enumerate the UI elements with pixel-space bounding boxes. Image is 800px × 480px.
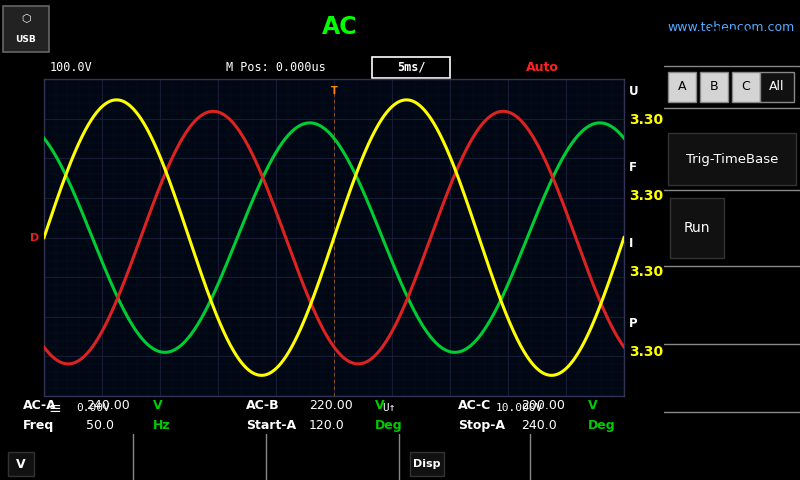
Text: USB: USB xyxy=(16,35,36,44)
FancyBboxPatch shape xyxy=(732,72,760,102)
Text: ⬡: ⬡ xyxy=(21,14,31,24)
Text: V: V xyxy=(153,399,162,412)
FancyBboxPatch shape xyxy=(760,72,794,102)
Text: B: B xyxy=(710,81,718,94)
Text: 240.0: 240.0 xyxy=(522,419,557,432)
FancyBboxPatch shape xyxy=(670,198,724,258)
Text: 10.000V: 10.000V xyxy=(496,403,543,413)
Text: Deg: Deg xyxy=(375,419,402,432)
FancyBboxPatch shape xyxy=(700,72,728,102)
Text: 200.00: 200.00 xyxy=(522,399,565,412)
Text: A: A xyxy=(678,81,686,94)
Text: T: T xyxy=(330,86,338,96)
Text: 5ms/: 5ms/ xyxy=(397,60,426,74)
Text: 100.0V: 100.0V xyxy=(50,60,93,74)
Text: ≡: ≡ xyxy=(48,400,61,416)
Text: F: F xyxy=(629,161,637,174)
Text: 3.30: 3.30 xyxy=(629,113,662,127)
Text: C: C xyxy=(742,81,750,94)
Text: Auto: Auto xyxy=(526,60,559,74)
Text: Disp: Disp xyxy=(414,459,441,469)
Text: M Pos: 0.000us: M Pos: 0.000us xyxy=(226,60,326,74)
Text: I: I xyxy=(629,238,633,251)
Text: Measure: Measure xyxy=(426,438,483,451)
FancyBboxPatch shape xyxy=(3,6,49,52)
Text: Deg: Deg xyxy=(588,419,615,432)
Text: AC: AC xyxy=(322,15,358,39)
Text: AC-C: AC-C xyxy=(458,399,491,412)
Text: Hz: Hz xyxy=(153,419,170,432)
Text: 240.00: 240.00 xyxy=(86,399,130,412)
Text: Trig Setup: Trig Setup xyxy=(557,451,634,464)
Text: Freq: Freq xyxy=(23,419,54,432)
Text: D: D xyxy=(30,233,40,242)
Text: Stop-A: Stop-A xyxy=(458,419,505,432)
Text: 50.0: 50.0 xyxy=(86,419,114,432)
FancyBboxPatch shape xyxy=(372,57,450,78)
Text: Meter: Meter xyxy=(460,457,496,470)
FancyBboxPatch shape xyxy=(668,133,796,185)
Text: All: All xyxy=(770,81,785,94)
Text: 120.0: 120.0 xyxy=(309,419,345,432)
Text: 0.00V: 0.00V xyxy=(76,403,110,413)
Text: AC-B: AC-B xyxy=(246,399,279,412)
Text: U↑: U↑ xyxy=(382,403,396,413)
Text: Auto: Auto xyxy=(714,298,750,312)
Text: Stop: Stop xyxy=(746,221,782,235)
Text: Scope: Scope xyxy=(30,438,70,451)
Text: AC-A: AC-A xyxy=(23,399,57,412)
Text: Function: Function xyxy=(698,118,766,132)
FancyBboxPatch shape xyxy=(8,452,34,476)
FancyBboxPatch shape xyxy=(410,452,444,476)
Text: A: A xyxy=(42,457,50,470)
Text: Start-A: Start-A xyxy=(246,419,296,432)
Text: 3.30: 3.30 xyxy=(629,345,662,359)
Text: V: V xyxy=(375,399,385,412)
Text: Phase: Phase xyxy=(708,26,756,40)
Text: U: U xyxy=(629,85,638,98)
Text: 3.30: 3.30 xyxy=(629,265,662,279)
Text: VA: VA xyxy=(64,457,80,470)
FancyBboxPatch shape xyxy=(668,72,696,102)
Text: V: V xyxy=(588,399,598,412)
Text: Single: Single xyxy=(708,373,756,387)
Text: www.tehencom.com: www.tehencom.com xyxy=(668,21,795,34)
Text: V: V xyxy=(16,457,26,470)
Text: 220.00: 220.00 xyxy=(309,399,353,412)
Text: P: P xyxy=(629,317,638,330)
Text: 3.30: 3.30 xyxy=(629,190,662,204)
Text: Trig-TimeBase: Trig-TimeBase xyxy=(686,153,778,166)
Text: Run: Run xyxy=(684,221,710,235)
